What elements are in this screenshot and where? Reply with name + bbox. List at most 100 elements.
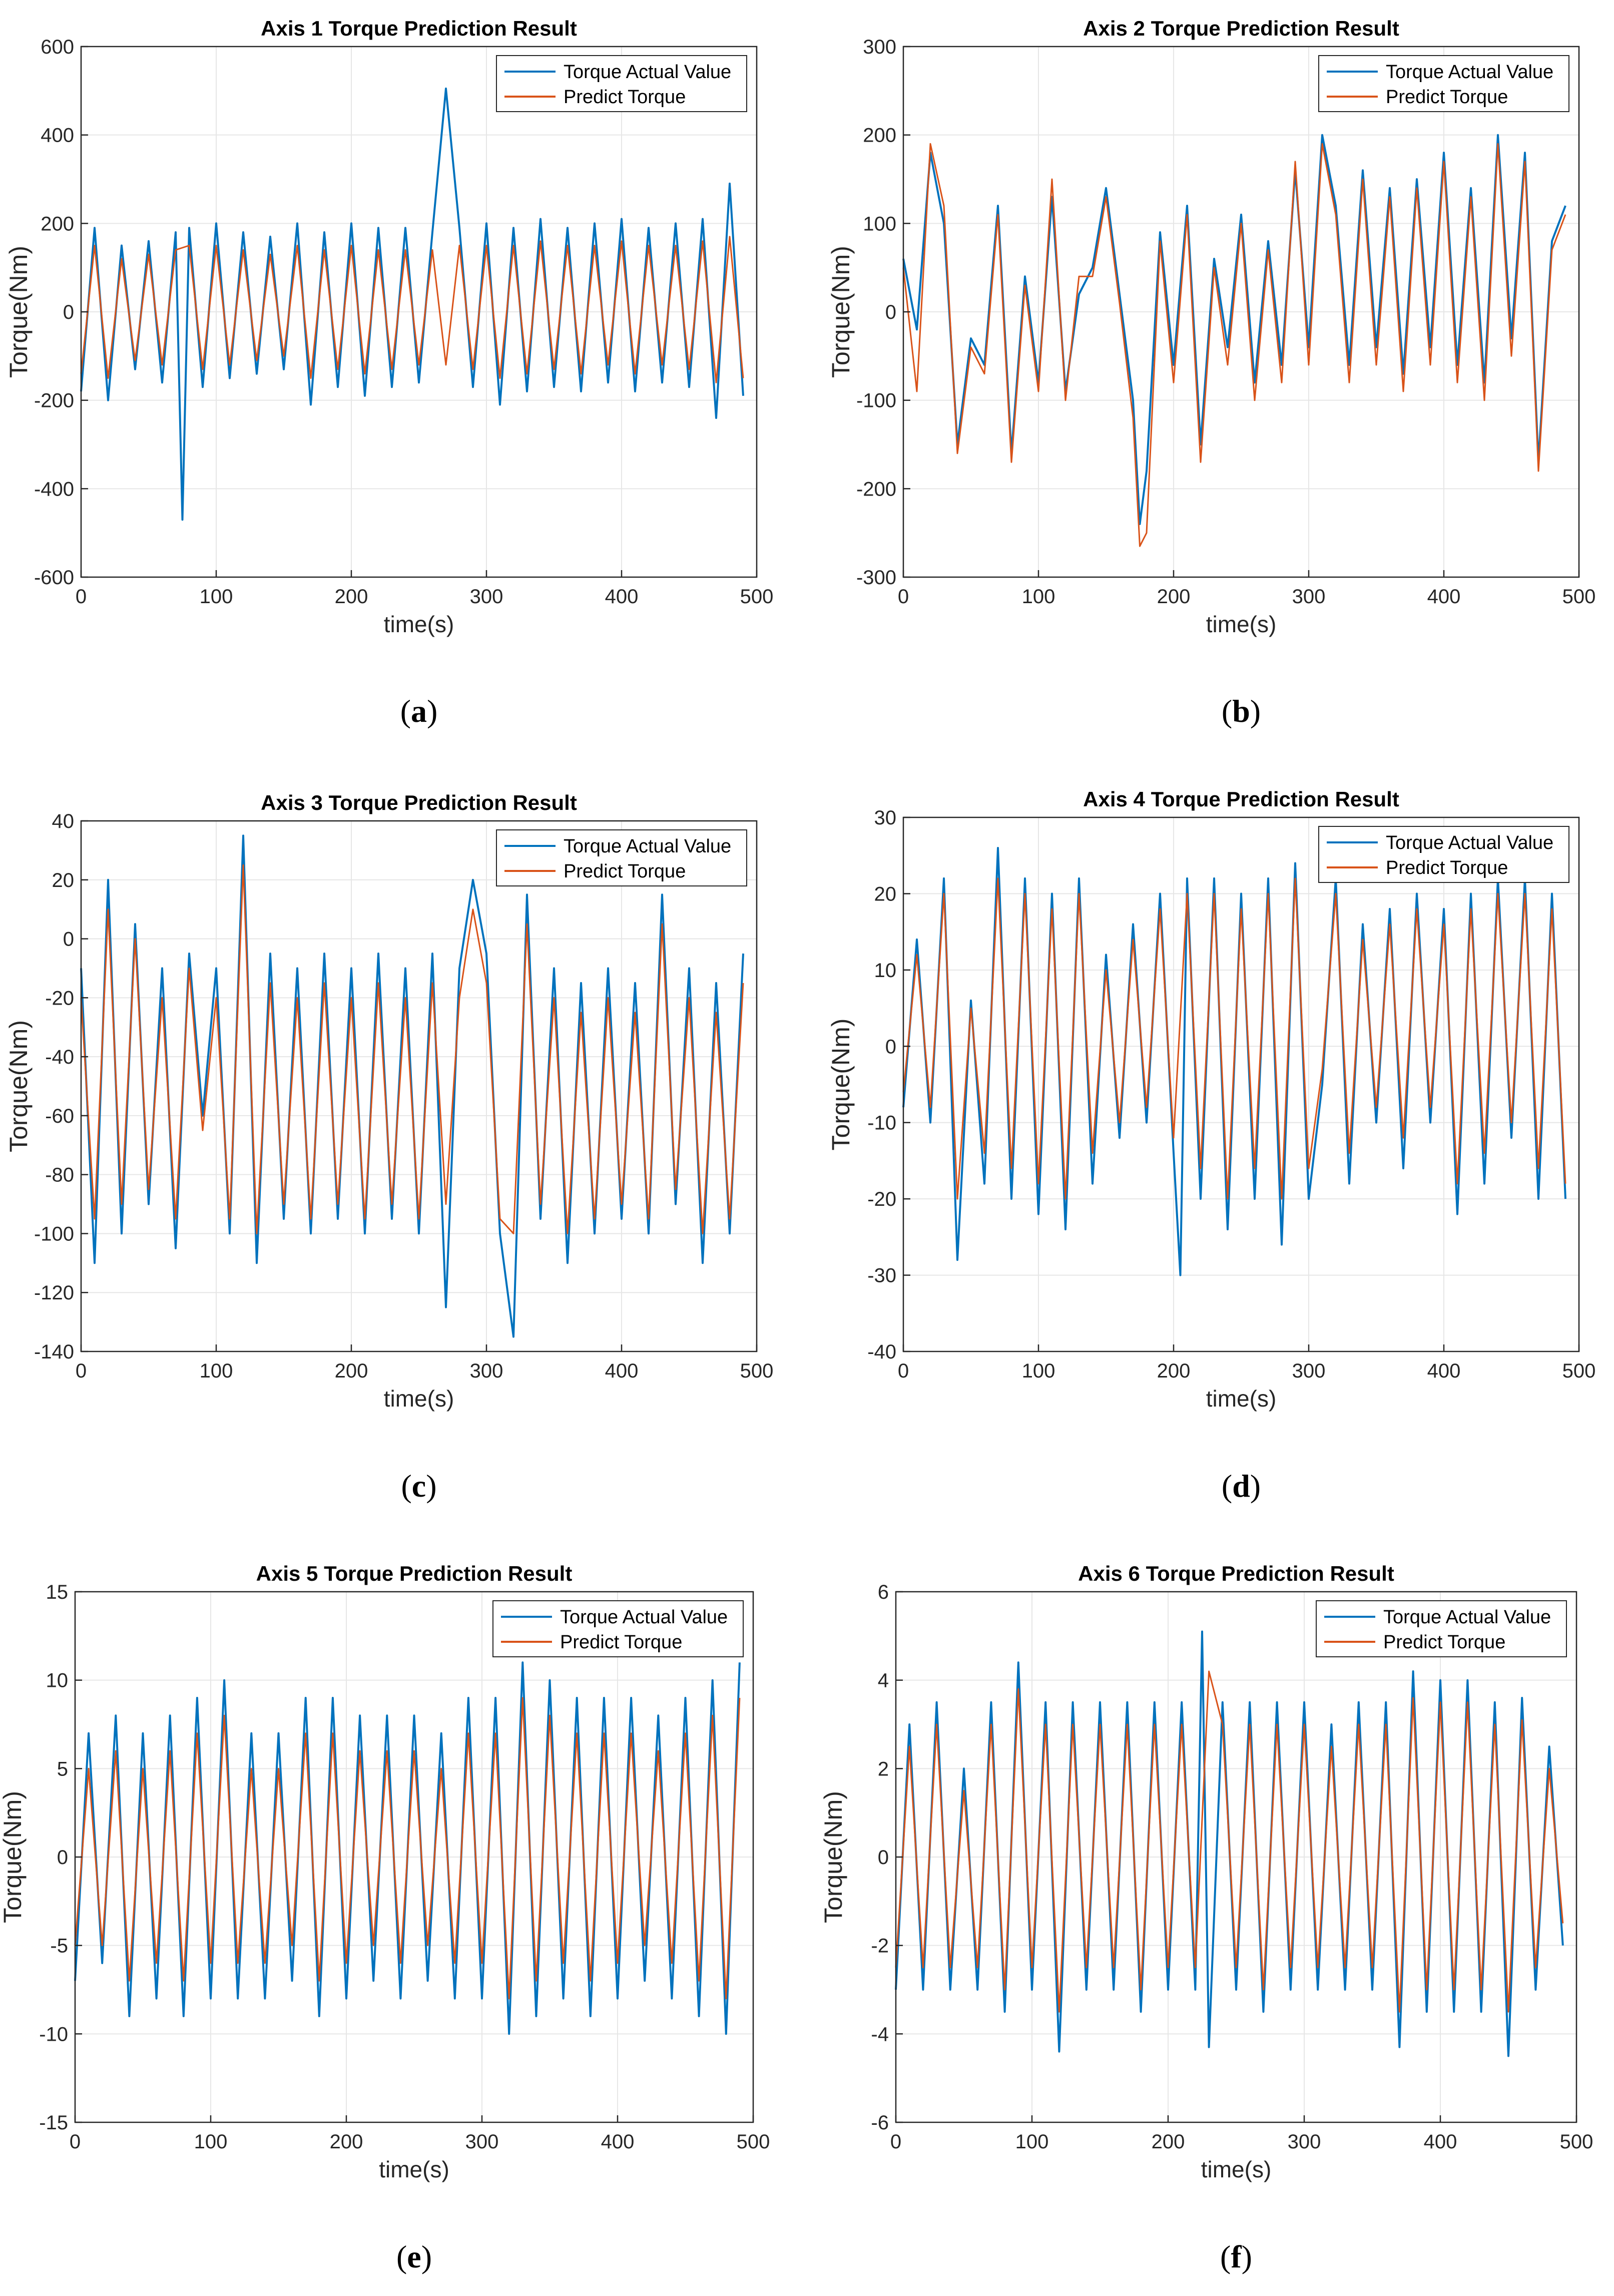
y-axis-label: Torque(Nm) [827,246,855,378]
legend: Torque Actual Value Predict Torque [496,55,747,112]
legend-label: Predict Torque [1383,1632,1505,1653]
legend-box [492,1600,744,1657]
y-tick-label: -4 [871,2023,889,2045]
x-tick-label: 0 [76,586,87,608]
y-axis-label: Torque(Nm) [5,246,33,378]
legend: Torque Actual Value Predict Torque [1318,826,1569,883]
x-tick-label: 300 [465,2131,499,2153]
y-tick-label: -600 [34,567,74,589]
x-tick-label: 500 [1562,586,1596,608]
y-tick-label: 400 [41,125,74,147]
legend-label: Predict Torque [1386,857,1508,878]
y-tick-label: -300 [856,567,896,589]
x-tick-label: 300 [1292,586,1326,608]
y-tick-label: -30 [867,1265,896,1287]
y-tick-label: -200 [34,390,74,412]
legend: Torque Actual Value Predict Torque [496,829,747,886]
y-tick-label: -60 [45,1105,74,1127]
x-tick-label: 0 [76,1360,87,1382]
legend: Torque Actual Value Predict Torque [1316,1600,1567,1657]
chart-panel-b: 0 100 200 300 400 500 -300 -200 -100 0 100 200 300 Ax… [827,17,1595,729]
x-tick-label: 400 [1427,586,1461,608]
legend-box [496,829,747,886]
chart-panel-a: 0 100 200 300 400 500 -600 -400 -200 0 200 400 600 Ax… [5,17,773,729]
y-tick-label: -200 [856,478,896,500]
x-tick-label: 200 [1157,1360,1191,1382]
series-line-predict [74,1697,741,2000]
chart-title: Axis 6 Torque Prediction Result [1078,1562,1394,1585]
y-tick-label: 0 [63,929,74,951]
chart-panel-c: 0 100 200 300 400 500-140-120-100-80-60-40-20… [5,791,773,1504]
series-line-predict [895,1670,1564,2013]
x-tick-label: 500 [740,1360,774,1382]
y-tick-label: 4 [878,1670,889,1692]
legend-box [496,55,747,112]
y-tick-label: 0 [885,1036,896,1058]
panel-caption: (f) [1220,2239,1252,2274]
x-tick-label: 100 [200,586,233,608]
panel-caption: (e) [396,2239,432,2274]
y-tick-label: -15 [39,2112,68,2134]
y-tick-label: 0 [63,301,74,323]
y-tick-label: 0 [885,301,896,323]
y-tick-label: 10 [46,1670,69,1692]
y-tick-label: -100 [34,1223,74,1245]
y-tick-label: 5 [57,1758,68,1780]
y-tick-label: 15 [46,1581,69,1603]
series-line-predict [902,143,1566,547]
series-line-predict [80,864,744,1234]
chart-panel-f: 0 100 200 300 400 500 -6 -4 -2 0 2 4 6 Axis 6 Torque … [819,1562,1593,2274]
y-tick-label: 0 [878,1847,889,1869]
y-tick-label: -10 [39,2023,68,2045]
plot-area [81,821,757,1351]
y-tick-label: 100 [863,213,896,235]
legend-label: Predict Torque [560,1632,682,1653]
x-axis-label: time(s) [379,2156,449,2182]
x-axis-label: time(s) [1206,611,1277,637]
x-tick-label: 100 [1022,1360,1055,1382]
chart-title: Axis 1 Torque Prediction Result [261,17,577,40]
y-tick-label: -400 [34,478,74,500]
y-tick-label: 20 [874,883,897,905]
y-tick-label: 300 [863,36,896,58]
y-axis-label: Torque(Nm) [827,1019,855,1151]
legend-label: Torque Actual Value [564,836,731,857]
y-tick-label: 30 [874,807,897,829]
x-tick-label: 200 [1157,586,1191,608]
x-tick-label: 100 [1022,586,1055,608]
y-tick-label: -140 [34,1341,74,1363]
y-tick-label: 6 [878,1581,889,1603]
y-tick-label: -6 [871,2112,889,2134]
legend-label: Predict Torque [1386,87,1508,108]
x-tick-label: 500 [740,586,774,608]
x-tick-label: 200 [335,586,368,608]
legend-label: Torque Actual Value [1386,832,1553,853]
x-axis-label: time(s) [1206,1386,1277,1412]
y-tick-label: -40 [45,1046,74,1068]
y-tick-label: -40 [867,1341,896,1363]
y-tick-label: 200 [863,125,896,147]
x-tick-label: 500 [1562,1360,1596,1382]
y-tick-label: 600 [41,36,74,58]
y-tick-label: 2 [878,1758,889,1780]
axes-box [80,820,758,1352]
x-tick-label: 400 [605,1360,639,1382]
x-tick-label: 500 [737,2131,770,2153]
y-tick-label: -5 [50,1935,68,1957]
x-tick-label: 300 [470,1360,503,1382]
y-tick-label: -80 [45,1164,74,1186]
legend-label: Torque Actual Value [560,1607,728,1628]
x-tick-label: 300 [1288,2131,1321,2153]
x-tick-label: 200 [1152,2131,1185,2153]
series-line-predict [902,877,1566,1200]
legend: Torque Actual Value Predict Torque [1318,55,1569,112]
chart-panel-e: 0 100 200 300 400 500 -15 -10 -5 0 5 10 15 Axis 5 Tor… [0,1562,770,2274]
legend-label: Torque Actual Value [564,62,731,83]
legend-label: Torque Actual Value [1386,62,1553,83]
y-tick-label: 20 [52,869,75,891]
legend-label: Predict Torque [564,87,686,108]
legend-label: Torque Actual Value [1383,1607,1551,1628]
y-tick-label: -2 [871,1935,889,1957]
legend: Torque Actual Value Predict Torque [492,1600,744,1657]
y-tick-label: -120 [34,1282,74,1304]
